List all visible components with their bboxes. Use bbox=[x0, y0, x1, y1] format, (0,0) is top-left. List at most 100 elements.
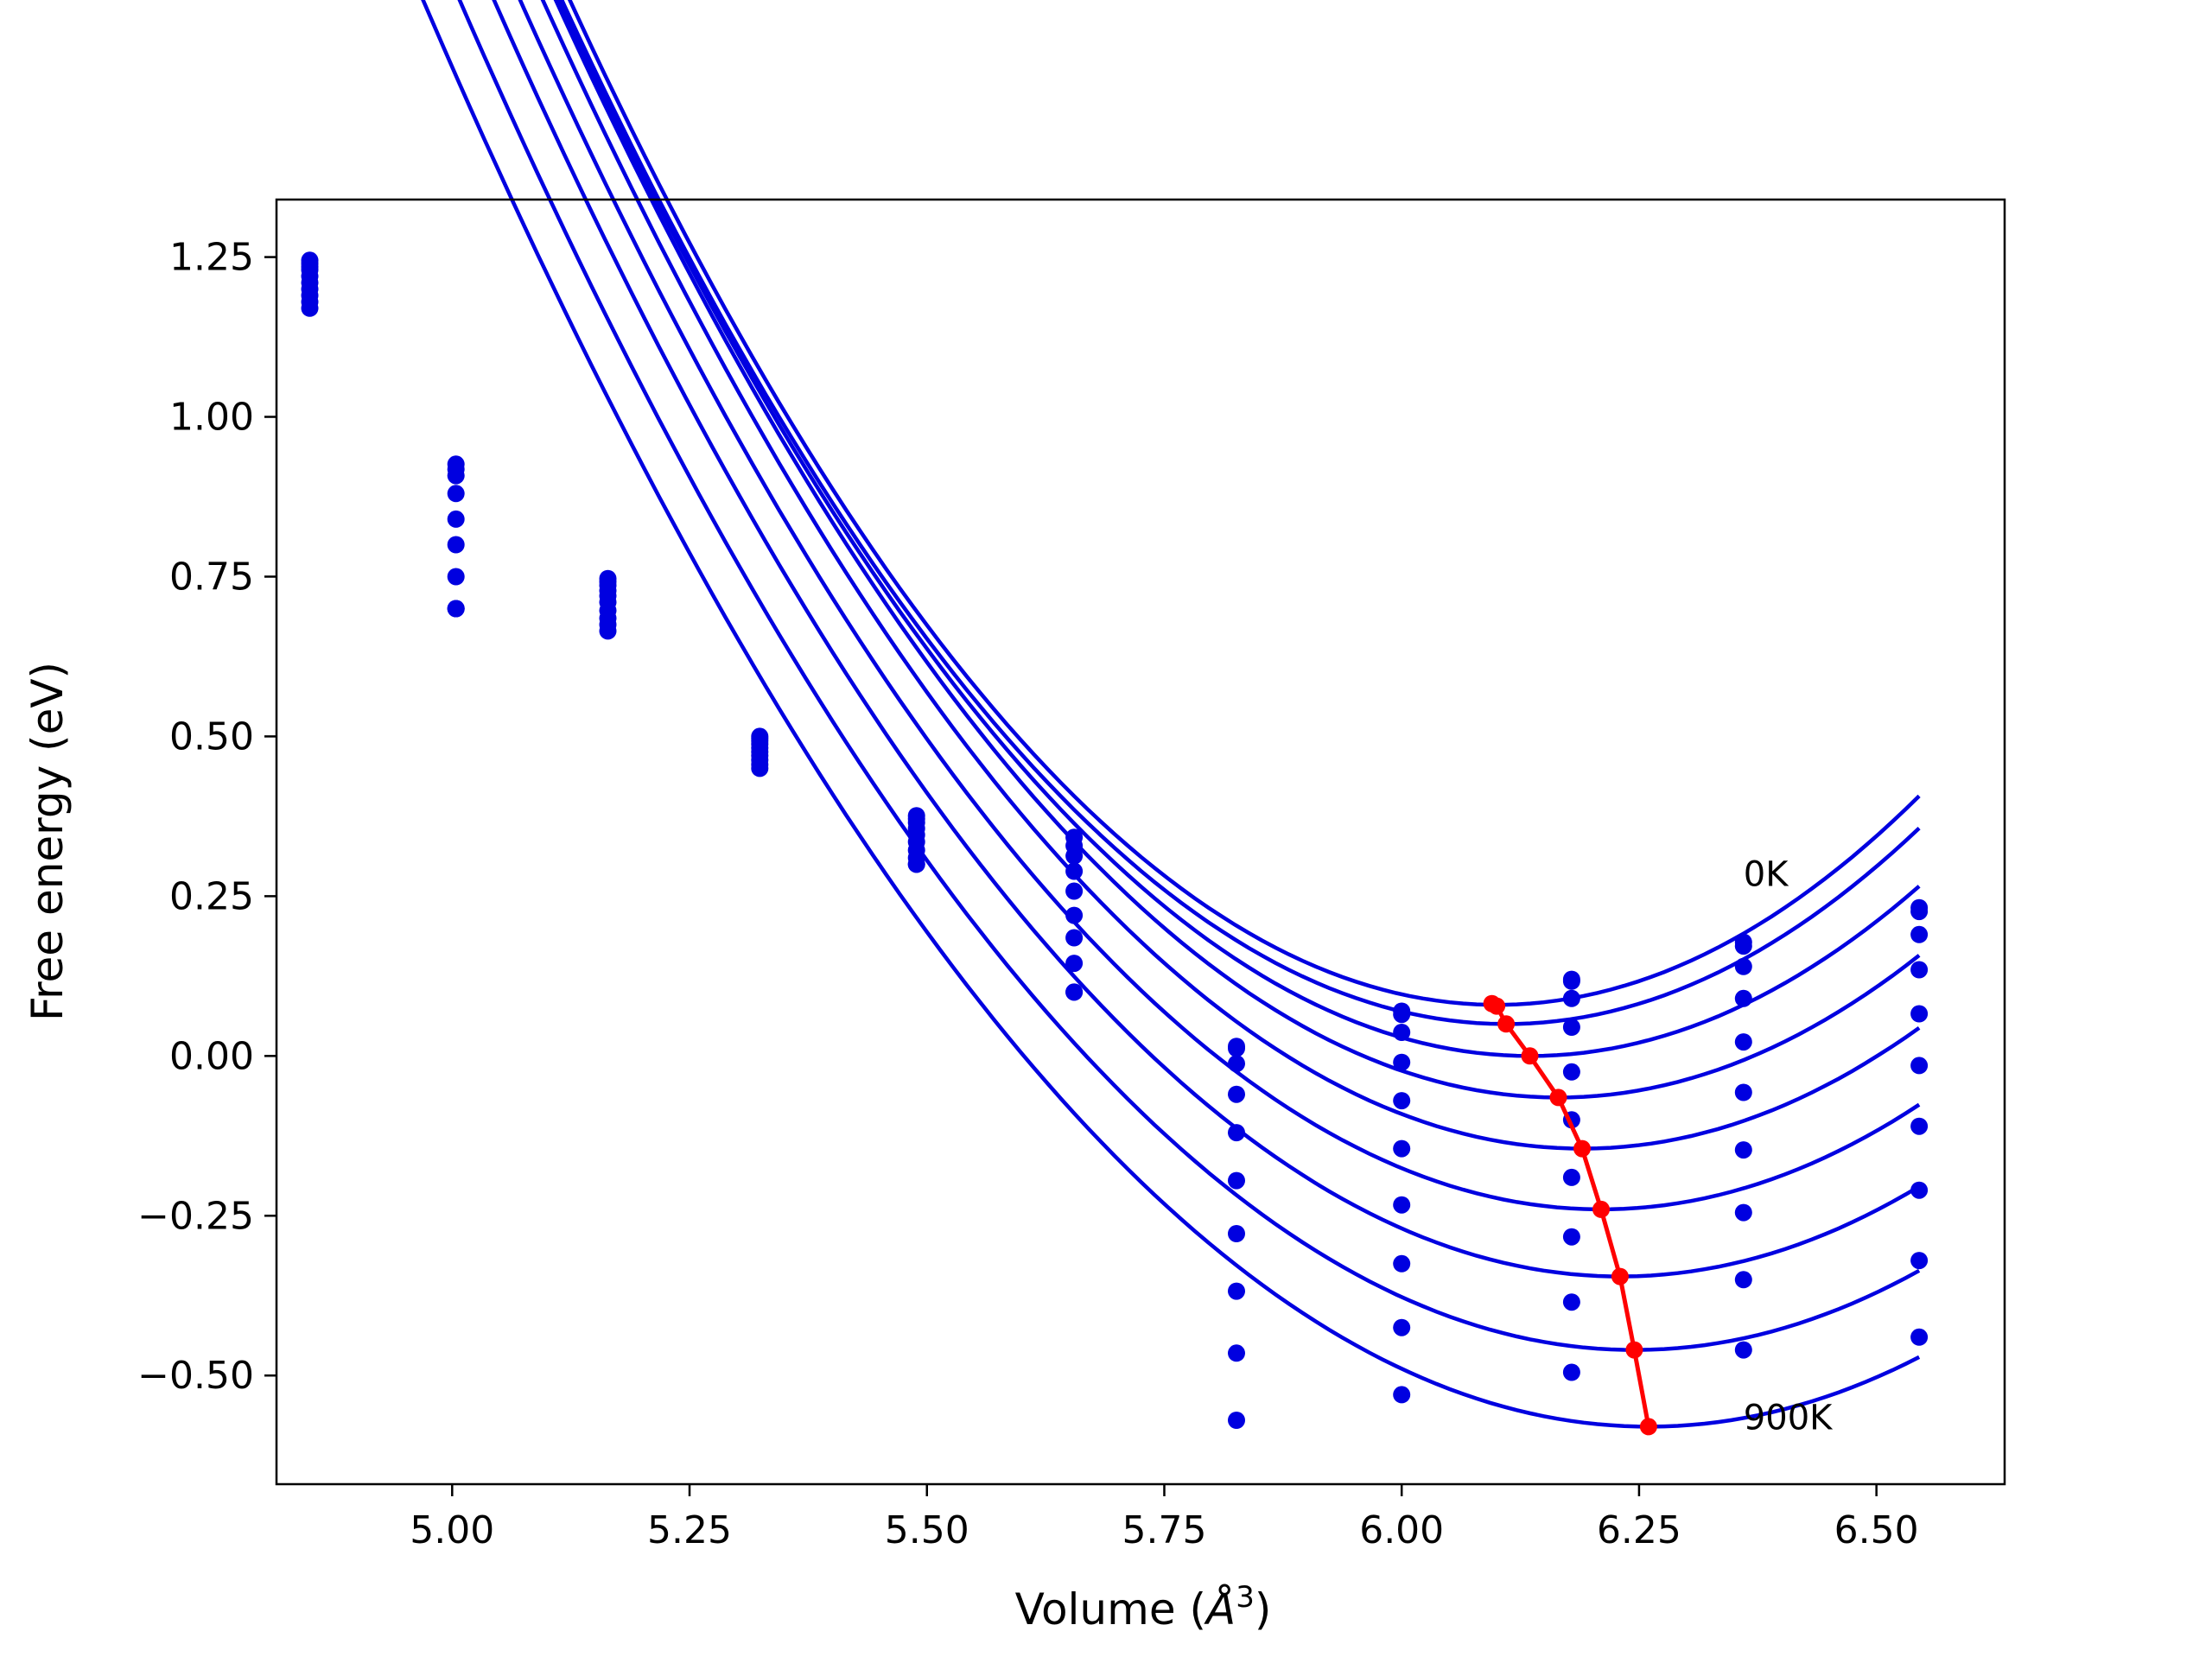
data-point-3-6 bbox=[1228, 1085, 1245, 1103]
data-point-9-10 bbox=[1910, 1328, 1929, 1346]
x-tick-label-4: 6.00 bbox=[1359, 1508, 1444, 1552]
data-point-9-8 bbox=[1562, 1363, 1580, 1381]
fit-curve-0 bbox=[567, 0, 1921, 1007]
data-point-7-8 bbox=[1562, 1228, 1580, 1246]
data-point-1-10 bbox=[1910, 903, 1929, 921]
minima-point-2 bbox=[1497, 1015, 1516, 1033]
y-tick-label-0: −0.50 bbox=[137, 1354, 254, 1398]
data-point-2-8 bbox=[1562, 989, 1580, 1007]
plot-frame bbox=[275, 198, 2006, 1486]
data-point-6-8 bbox=[1562, 1168, 1580, 1186]
annotation-1: 900K bbox=[1744, 1398, 1834, 1438]
data-point-6-10 bbox=[1910, 1117, 1929, 1135]
minima-point-4 bbox=[1549, 1089, 1567, 1107]
data-point-8-8 bbox=[1562, 1293, 1580, 1311]
data-point-6-9 bbox=[1734, 1141, 1752, 1159]
fit-curve-3 bbox=[553, 0, 1921, 1100]
data-point-2-1 bbox=[447, 467, 465, 485]
x-tick-label-6: 6.50 bbox=[1834, 1508, 1919, 1552]
data-point-9-0 bbox=[301, 299, 319, 317]
data-point-1-7 bbox=[1393, 1006, 1411, 1024]
fit-curve-4 bbox=[540, 0, 1921, 1151]
minima-point-3 bbox=[1521, 1047, 1539, 1065]
minima-line bbox=[1491, 1001, 1651, 1427]
data-point-4-10 bbox=[1910, 1005, 1929, 1023]
minima-point-1 bbox=[1488, 997, 1506, 1015]
y-tick-label-1: −0.25 bbox=[137, 1194, 254, 1238]
data-point-9-6 bbox=[1228, 1412, 1245, 1429]
data-point-9-4 bbox=[907, 855, 925, 873]
data-point-9-2 bbox=[599, 622, 617, 640]
data-point-6-1 bbox=[447, 568, 465, 586]
data-point-6-7 bbox=[1393, 1196, 1411, 1214]
data-point-3-8 bbox=[1562, 1019, 1580, 1036]
y-tick-label-3: 0.25 bbox=[169, 874, 254, 918]
data-point-2-9 bbox=[1734, 957, 1752, 975]
x-axis-label-unit: Å bbox=[1204, 1584, 1236, 1634]
data-point-2-7 bbox=[1393, 1024, 1411, 1041]
data-point-7-6 bbox=[1228, 1282, 1245, 1300]
y-axis: −0.50 −0.25 0.00 0.25 0.50 0.75 1.00 1.25 bbox=[137, 236, 276, 1398]
data-point-6-6 bbox=[1228, 1225, 1245, 1242]
x-tick-label-5: 6.25 bbox=[1597, 1508, 1681, 1552]
fit-curve-2 bbox=[556, 0, 1921, 1058]
minima-point-6 bbox=[1592, 1200, 1610, 1218]
data-point-5-1 bbox=[447, 536, 465, 554]
fit-curve-6 bbox=[492, 0, 1921, 1279]
x-axis-label-exponent: 3 bbox=[1236, 1580, 1255, 1615]
data-point-4-9 bbox=[1734, 1033, 1752, 1051]
data-point-5-6 bbox=[1228, 1171, 1245, 1190]
x-tick-label-3: 5.75 bbox=[1122, 1508, 1206, 1552]
fit-curve-1 bbox=[559, 0, 1921, 1026]
y-tick-label-5: 0.75 bbox=[169, 555, 254, 599]
data-point-7-10 bbox=[1910, 1181, 1929, 1199]
x-axis-label: Volume (Å3) bbox=[1015, 1580, 1272, 1634]
data-point-1-9 bbox=[1734, 937, 1752, 955]
x-axis-label-text: Volume ( bbox=[1015, 1584, 1206, 1634]
data-point-9-1 bbox=[447, 600, 465, 618]
data-point-9-9 bbox=[1734, 1341, 1752, 1359]
data-point-3-7 bbox=[1393, 1053, 1411, 1071]
x-axis: 5.00 5.25 5.50 5.75 6.00 6.25 6.50 bbox=[410, 1484, 1919, 1552]
data-point-5-5 bbox=[1065, 906, 1084, 924]
data-point-2-6 bbox=[1228, 1055, 1245, 1073]
data-point-8-7 bbox=[1393, 1318, 1411, 1336]
minima-point-5 bbox=[1573, 1139, 1591, 1158]
data-point-8-6 bbox=[1228, 1344, 1245, 1362]
data-point-1-8 bbox=[1562, 972, 1580, 990]
minima-point-7 bbox=[1611, 1267, 1629, 1285]
fit-curve-5 bbox=[518, 0, 1921, 1212]
data-point-4-7 bbox=[1393, 1092, 1411, 1110]
minima-point-9 bbox=[1639, 1418, 1657, 1436]
data-point-7-9 bbox=[1734, 1203, 1752, 1222]
data-point-6-5 bbox=[1065, 929, 1084, 947]
y-tick-label-6: 1.00 bbox=[169, 396, 254, 440]
x-tick-label-0: 5.00 bbox=[410, 1508, 494, 1552]
annotations: 0K 900K bbox=[1744, 854, 1834, 1438]
data-point-3-5 bbox=[1065, 862, 1084, 880]
y-tick-label-4: 0.50 bbox=[169, 714, 254, 759]
data-point-5-9 bbox=[1734, 1083, 1752, 1101]
data-point-4-6 bbox=[1228, 1124, 1245, 1142]
x-tick-label-2: 5.50 bbox=[885, 1508, 969, 1552]
fit-curve-8 bbox=[421, 0, 1921, 1429]
data-point-7-7 bbox=[1393, 1254, 1411, 1273]
data-point-3-9 bbox=[1734, 989, 1752, 1007]
data-point-1-6 bbox=[1228, 1039, 1245, 1057]
x-tick-label-1: 5.25 bbox=[647, 1508, 732, 1552]
annotation-0: 0K bbox=[1744, 854, 1789, 894]
data-point-4-8 bbox=[1562, 1063, 1580, 1081]
data-point-5-7 bbox=[1393, 1139, 1411, 1158]
fit-curve-7 bbox=[457, 0, 1921, 1352]
data-point-8-10 bbox=[1910, 1252, 1929, 1270]
minima-point-8 bbox=[1625, 1341, 1643, 1359]
data-point-5-10 bbox=[1910, 1057, 1929, 1075]
data-point-2-5 bbox=[1065, 847, 1084, 865]
data-point-4-5 bbox=[1065, 882, 1084, 900]
y-axis-label: Free energy (eV) bbox=[22, 662, 73, 1021]
x-axis-label-close: ) bbox=[1255, 1584, 1272, 1634]
y-tick-label-2: 0.00 bbox=[169, 1034, 254, 1078]
plot-marks bbox=[301, 0, 1929, 1436]
